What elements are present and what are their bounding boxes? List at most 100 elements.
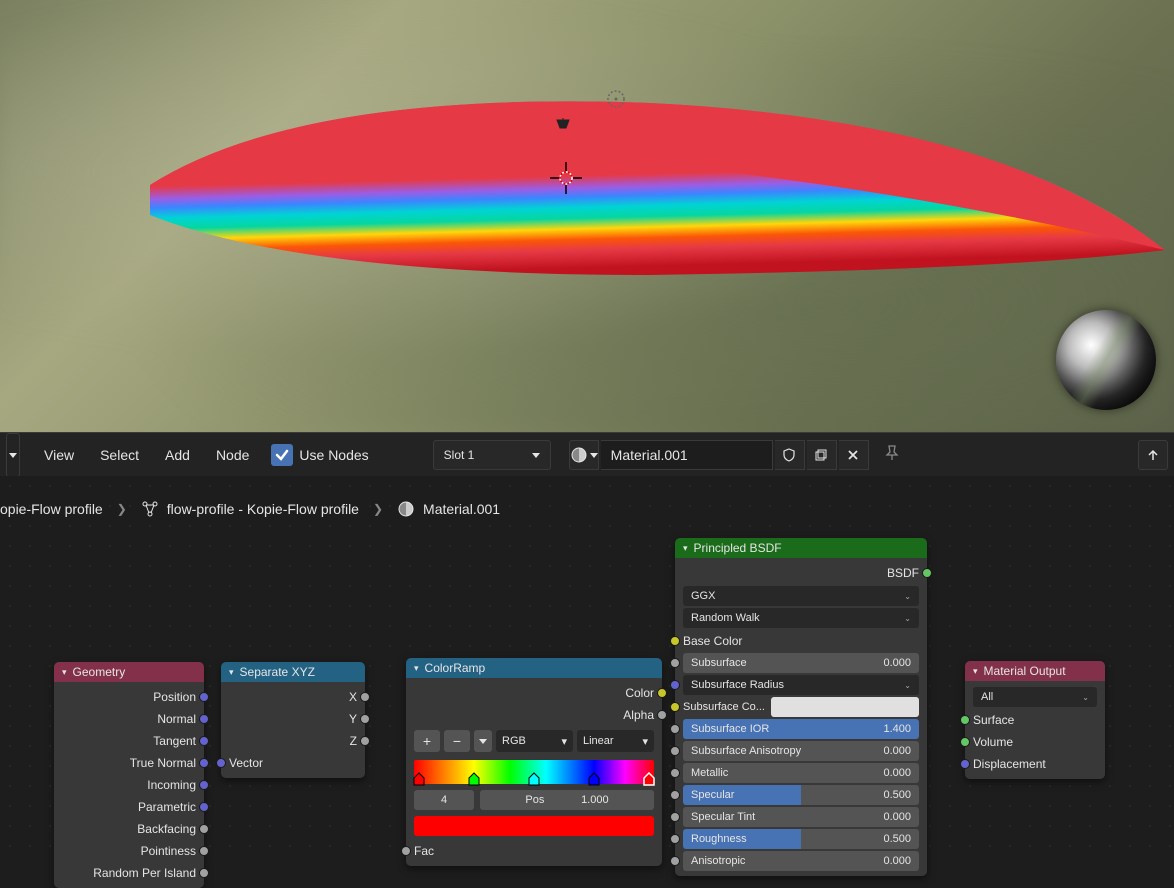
input-displacement: Displacement (965, 753, 1105, 775)
shading-preview-sphere[interactable] (1056, 310, 1156, 410)
ramp-stop-handle[interactable] (588, 772, 600, 786)
socket-in[interactable] (670, 702, 680, 712)
socket-in[interactable] (670, 746, 680, 756)
socket-in[interactable] (670, 680, 680, 690)
socket-out[interactable] (199, 780, 209, 790)
breadcrumb-item[interactable]: Material.001 (397, 500, 500, 518)
socket-out[interactable] (199, 846, 209, 856)
ramp-stop-handle[interactable] (528, 772, 540, 786)
node-breadcrumb: opie-Flow profile ❯ flow-profile - Kopie… (0, 500, 500, 518)
socket-out[interactable] (922, 568, 932, 578)
new-material-button[interactable] (807, 440, 837, 470)
node-separate-xyz[interactable]: ▾Separate XYZ X Y Z Vector (221, 662, 365, 778)
material-browse-button[interactable] (569, 440, 599, 470)
colorramp-gradient[interactable] (414, 760, 654, 784)
specular-tint-field[interactable]: Specular Tint0.000 (683, 807, 919, 827)
socket-in[interactable] (960, 737, 970, 747)
node-header[interactable]: ▾Geometry (54, 662, 204, 682)
socket-in[interactable] (670, 724, 680, 734)
socket-in[interactable] (670, 768, 680, 778)
socket-out[interactable] (199, 868, 209, 878)
node-principled-bsdf[interactable]: ▾Principled BSDF BSDF GGX⌄ Random Walk⌄ … (675, 538, 927, 876)
stop-position-field[interactable]: Pos 1.000 (480, 790, 654, 810)
3d-viewport[interactable] (0, 0, 1174, 432)
remove-stop-button[interactable]: − (444, 730, 470, 752)
socket-in[interactable] (670, 658, 680, 668)
output-target-dropdown[interactable]: All⌄ (973, 687, 1097, 707)
add-stop-button[interactable]: + (414, 730, 440, 752)
socket-in[interactable] (670, 812, 680, 822)
menu-view[interactable]: View (32, 439, 86, 471)
node-header[interactable]: ▾Material Output (965, 661, 1105, 681)
socket-in[interactable] (670, 636, 680, 646)
socket-in[interactable] (216, 758, 226, 768)
menu-add[interactable]: Add (153, 439, 202, 471)
input-subsurface-ior: Subsurface IOR1.400 (675, 718, 927, 740)
socket-in[interactable] (960, 715, 970, 725)
subsurface-method-dropdown[interactable]: Random Walk⌄ (683, 608, 919, 628)
material-name-field[interactable]: Material.001 (601, 440, 773, 470)
socket-out[interactable] (360, 714, 370, 724)
fake-user-button[interactable] (775, 440, 805, 470)
socket-in[interactable] (401, 846, 411, 856)
material-slot-dropdown[interactable]: Slot 1 (433, 440, 551, 470)
color-mode-dropdown[interactable]: RGB▾ (496, 730, 573, 752)
node-colorramp[interactable]: ▾ColorRamp Color Alpha + − RGB▾ Linear▾ … (406, 658, 662, 866)
parent-node-tree-button[interactable] (1138, 440, 1168, 470)
socket-in[interactable] (670, 790, 680, 800)
menu-node[interactable]: Node (204, 439, 261, 471)
subsurface-field[interactable]: Subsurface0.000 (683, 653, 919, 673)
active-stop-index-field[interactable]: 4 (414, 790, 474, 810)
subsurface-anisotropy-field[interactable]: Subsurface Anisotropy0.000 (683, 741, 919, 761)
specular-field[interactable]: Specular0.500 (683, 785, 919, 805)
collapse-icon: ▾ (62, 667, 67, 678)
breadcrumb-item[interactable]: opie-Flow profile (0, 501, 103, 517)
socket-out[interactable] (199, 802, 209, 812)
subsurface-ior-field[interactable]: Subsurface IOR1.400 (683, 719, 919, 739)
output-z: Z (221, 730, 365, 752)
chevron-down-icon (590, 451, 598, 459)
socket-out[interactable] (657, 710, 667, 720)
roughness-field[interactable]: Roughness0.500 (683, 829, 919, 849)
subsurface-color-field[interactable] (771, 697, 919, 717)
anisotropic-field[interactable]: Anisotropic0.000 (683, 851, 919, 871)
editor-type-dropdown[interactable] (6, 433, 20, 477)
input-surface: Surface (965, 709, 1105, 731)
node-editor-area[interactable]: opie-Flow profile ❯ flow-profile - Kopie… (0, 476, 1174, 859)
node-header[interactable]: ▾Separate XYZ (221, 662, 365, 682)
breadcrumb-item[interactable]: flow-profile - Kopie-Flow profile (141, 500, 359, 518)
node-header[interactable]: ▾ColorRamp (406, 658, 662, 678)
socket-in[interactable] (960, 759, 970, 769)
unlink-material-button[interactable] (839, 440, 869, 470)
menu-select[interactable]: Select (88, 439, 151, 471)
socket-out[interactable] (199, 824, 209, 834)
node-material-output[interactable]: ▾Material Output All⌄ Surface Volume Dis… (965, 661, 1105, 779)
ramp-menu-button[interactable] (474, 730, 492, 752)
shield-icon (782, 448, 796, 462)
output-bsdf: BSDF (675, 562, 927, 584)
socket-in[interactable] (670, 834, 680, 844)
stop-color-swatch[interactable] (414, 816, 654, 836)
socket-out[interactable] (657, 688, 667, 698)
socket-out[interactable] (199, 714, 209, 724)
socket-out[interactable] (360, 736, 370, 746)
input-vector: Vector (221, 752, 365, 774)
metallic-field[interactable]: Metallic0.000 (683, 763, 919, 783)
ramp-stop-handle[interactable] (413, 772, 425, 786)
socket-in[interactable] (670, 856, 680, 866)
node-title: ColorRamp (425, 661, 486, 675)
socket-out[interactable] (360, 692, 370, 702)
socket-out[interactable] (199, 692, 209, 702)
use-nodes-checkbox[interactable] (271, 444, 293, 466)
output-true-normal: True Normal (54, 752, 204, 774)
ramp-stop-handle[interactable] (643, 772, 655, 786)
distribution-dropdown[interactable]: GGX⌄ (683, 586, 919, 606)
socket-out[interactable] (199, 758, 209, 768)
socket-out[interactable] (199, 736, 209, 746)
ramp-stop-handle[interactable] (468, 772, 480, 786)
node-geometry[interactable]: ▾Geometry Position Normal Tangent True N… (54, 662, 204, 888)
subsurface-radius-dropdown[interactable]: Subsurface Radius⌄ (683, 675, 919, 695)
interpolation-dropdown[interactable]: Linear▾ (577, 730, 654, 752)
pin-button[interactable] (883, 444, 901, 465)
node-header[interactable]: ▾Principled BSDF (675, 538, 927, 558)
